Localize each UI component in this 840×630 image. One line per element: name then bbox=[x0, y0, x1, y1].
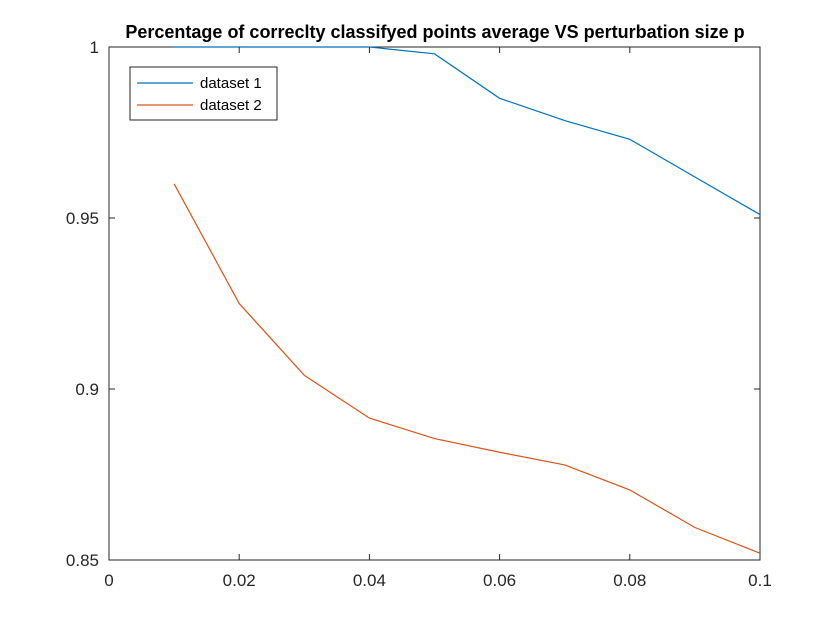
plot-area bbox=[108, 46, 761, 561]
series-layer bbox=[173, 46, 761, 554]
series-line-1 bbox=[174, 46, 761, 216]
y-tick-label: 0.85 bbox=[66, 551, 99, 570]
x-tick-label: 0.02 bbox=[223, 571, 256, 590]
x-tick-label: 0.06 bbox=[483, 571, 516, 590]
chart-title: Percentage of correclty classifyed point… bbox=[125, 22, 744, 42]
y-tick-label: 0.9 bbox=[75, 380, 99, 399]
axis-layer: 0 0.02 0.04 0.06 0.08 0.1 0.85 0.9 0.95 1 bbox=[66, 38, 772, 590]
legend-box bbox=[129, 66, 278, 121]
series-line-2 bbox=[173, 183, 761, 554]
legend-label-1: dataset 1 bbox=[200, 75, 262, 92]
x-tick-label: 0 bbox=[104, 571, 113, 590]
x-tick-label: 0.04 bbox=[353, 571, 386, 590]
y-tick-label: 0.95 bbox=[66, 209, 99, 228]
legend-label-2: dataset 2 bbox=[200, 97, 262, 114]
x-tick-label: 0.08 bbox=[613, 571, 646, 590]
legend: dataset 1 dataset 2 bbox=[129, 66, 278, 121]
y-tick-label: 1 bbox=[90, 38, 99, 57]
x-tick-label: 0.1 bbox=[748, 571, 772, 590]
